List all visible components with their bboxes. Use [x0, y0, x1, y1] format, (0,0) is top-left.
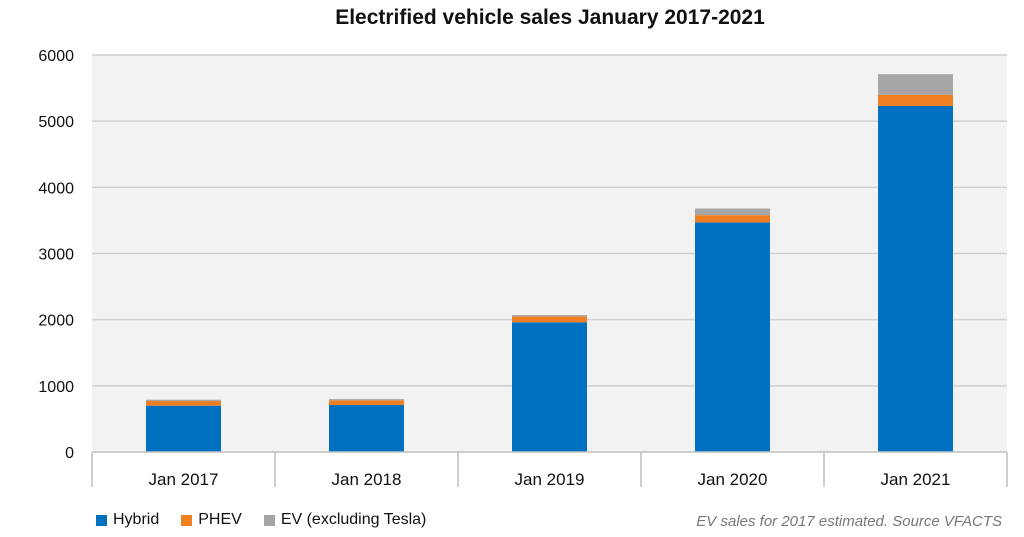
axes: 0 1000 2000 3000 4000 5000 6000 Jan 2017 Jan 201… — [38, 48, 1008, 489]
bar-segment-hybrid — [878, 105, 953, 452]
bar-segment-ev-excluding-tesla — [146, 399, 221, 402]
x-tick-label: Jan 2018 — [332, 470, 402, 489]
bar-segment-hybrid — [146, 405, 221, 452]
y-tick-label: 2000 — [38, 313, 74, 330]
bar-segment-ev-excluding-tesla — [878, 74, 953, 95]
bar-segment-phev — [695, 215, 770, 223]
legend-label-hybrid: Hybrid — [113, 511, 160, 528]
chart-title: Electrified vehicle sales January 2017-2… — [335, 6, 765, 29]
legend-swatch-hybrid — [96, 514, 107, 526]
legend-label-phev: PHEV — [198, 511, 242, 528]
bar-segment-ev-excluding-tesla — [329, 399, 404, 401]
y-tick-label: 0 — [65, 445, 74, 462]
bar-segment-hybrid — [512, 322, 587, 452]
bar-segment-ev-excluding-tesla — [512, 315, 587, 317]
legend-item-hybrid: Hybrid — [96, 511, 159, 529]
y-tick-label: 1000 — [38, 379, 74, 396]
x-tick-label: Jan 2020 — [698, 470, 768, 489]
bar-segment-ev-excluding-tesla — [695, 208, 770, 216]
x-tick-label: Jan 2019 — [515, 470, 585, 489]
source-note: EV sales for 2017 estimated. Source VFAC… — [696, 513, 1002, 530]
bar-segment-phev — [329, 400, 404, 406]
y-tick-label: 5000 — [38, 114, 74, 131]
y-tick-label: 6000 — [38, 48, 74, 65]
x-tick-label: Jan 2017 — [149, 470, 219, 489]
y-tick-label: 4000 — [38, 180, 74, 197]
bar-segment-hybrid — [329, 405, 404, 452]
legend-item-ev: EV (excluding Tesla) — [263, 511, 427, 529]
legend-swatch-phev — [181, 514, 193, 526]
legend-label-ev: EV (excluding Tesla) — [280, 511, 427, 528]
legend: Hybrid PHEV EV (excluding Tesla) — [96, 511, 426, 529]
bar-segment-phev — [146, 401, 221, 406]
y-tick-label: 3000 — [38, 247, 74, 264]
bar-segment-phev — [878, 94, 953, 106]
legend-item-phev: PHEV — [181, 511, 242, 529]
legend-swatch-ev — [263, 514, 275, 526]
bar-segment-hybrid — [695, 222, 770, 452]
bars — [146, 74, 953, 452]
x-tick-label: Jan 2021 — [881, 470, 951, 489]
bar-segment-phev — [512, 316, 587, 323]
